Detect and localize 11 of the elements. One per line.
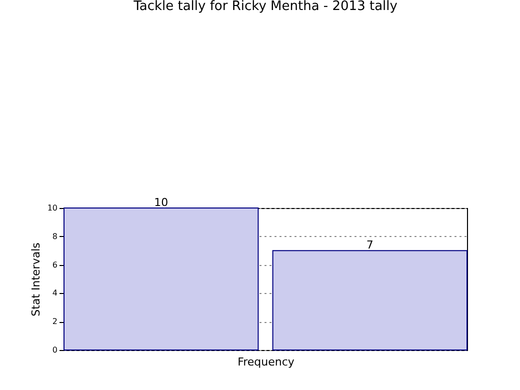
x-axis-title: Frequency bbox=[238, 356, 295, 368]
chart-title: Tackle tally for Ricky Mentha - 2013 tally bbox=[132, 0, 398, 14]
data-label: 7 bbox=[366, 238, 374, 252]
y-tick-label: 8 bbox=[52, 232, 58, 241]
y-tick-label: 0 bbox=[52, 346, 58, 354]
y-tick-label: 4 bbox=[52, 288, 58, 298]
y-tick-label: 6 bbox=[52, 260, 58, 270]
y-tick-label: 10 bbox=[47, 204, 58, 212]
data-label: 10 bbox=[154, 196, 168, 209]
y-axis-title: Stat Intervals bbox=[29, 242, 42, 316]
y-tick-label: 2 bbox=[52, 317, 58, 326]
